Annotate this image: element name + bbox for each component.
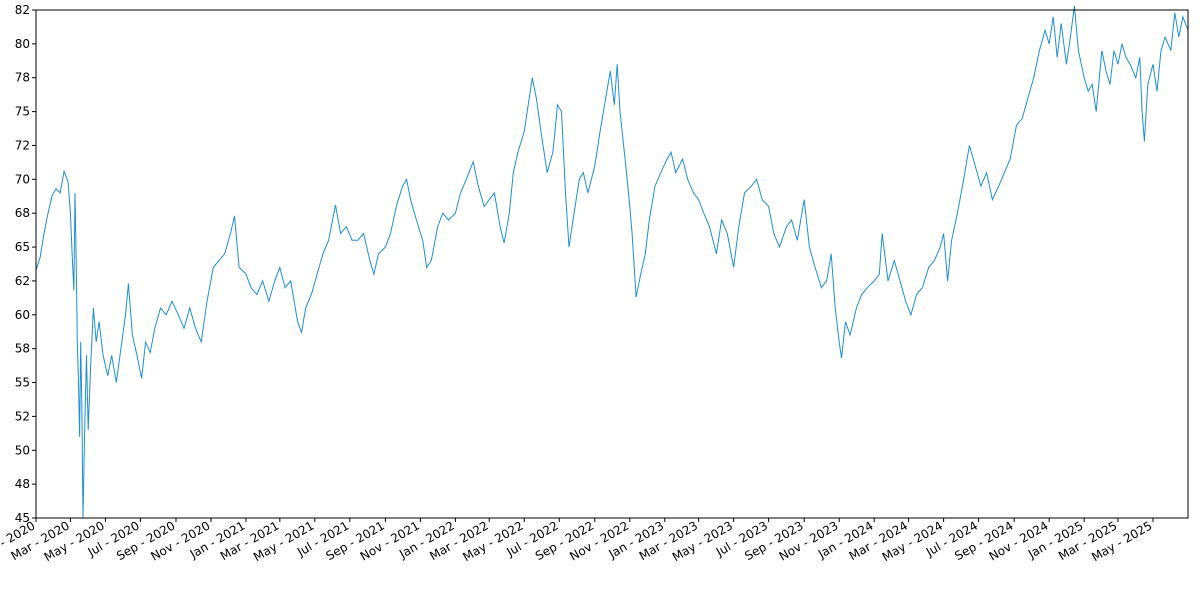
plot-frame [35, 9, 1189, 519]
y-tick-label: 78 [15, 71, 30, 85]
y-tick-label: 58 [15, 342, 30, 356]
y-tick-label: 82 [15, 3, 30, 17]
y-tick-label: 80 [15, 37, 30, 51]
y-tick-label: 60 [15, 308, 30, 322]
y-axis: 45 48 50 52 55 58 60 62 65 68 70 72 75 78 80 82 [15, 3, 36, 525]
y-tick-label: 62 [15, 274, 30, 288]
y-tick-label: 50 [15, 443, 30, 457]
y-tick-label: 65 [15, 240, 30, 254]
y-tick-label: 48 [15, 477, 30, 491]
y-tick-label: 68 [15, 206, 30, 220]
y-tick-label: 75 [15, 105, 30, 119]
y-tick-label: 52 [15, 409, 30, 423]
y-tick-label: 72 [15, 138, 30, 152]
y-tick-label: 55 [15, 376, 30, 390]
y-tick-label: 70 [15, 172, 30, 186]
y-tick-label: 45 [15, 511, 30, 525]
plot-background [36, 10, 1188, 518]
series-line [35, 5, 1189, 519]
